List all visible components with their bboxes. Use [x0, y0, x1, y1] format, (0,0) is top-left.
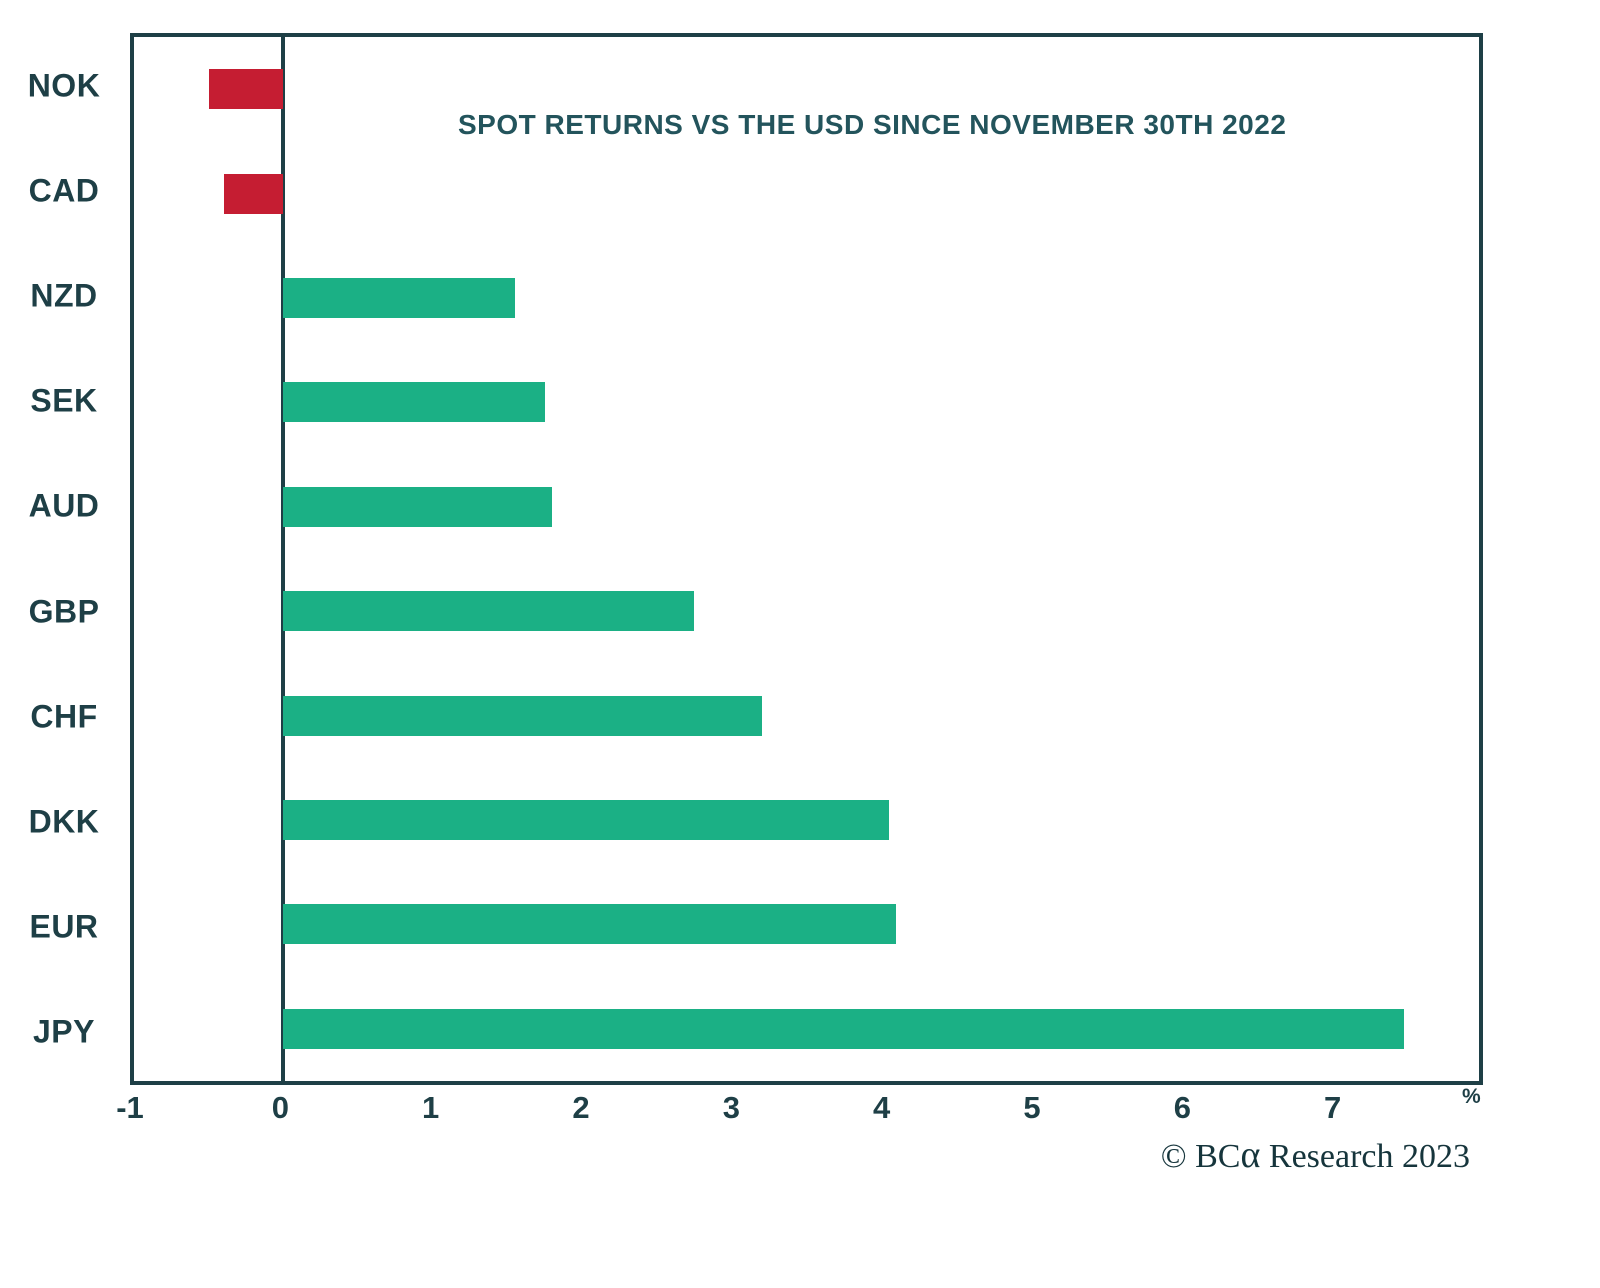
x-tick-0: 0 — [271, 1090, 289, 1125]
bar-jpy — [283, 1008, 1405, 1049]
category-label-nzd: NZD — [30, 277, 98, 314]
attribution-suffix: Research 2023 — [1260, 1138, 1470, 1175]
category-label-gbp: GBP — [28, 593, 100, 630]
x-tick-5: 5 — [1023, 1090, 1041, 1125]
bar-aud — [283, 486, 553, 527]
x-tick-2: 2 — [572, 1090, 590, 1125]
x-tick-4: 4 — [873, 1090, 891, 1125]
bar-gbp — [283, 591, 695, 632]
chart-title: SPOT RETURNS VS THE USD SINCE NOVEMBER 3… — [458, 109, 1287, 140]
x-tick-6: 6 — [1173, 1090, 1191, 1125]
category-label-aud: AUD — [28, 487, 100, 524]
x-tick-neg1: -1 — [116, 1090, 144, 1125]
plot-inner: SPOT RETURNS VS THE USD SINCE NOVEMBER 3… — [134, 37, 1479, 1081]
x-axis: -1 0 1 2 3 4 5 6 7 — [116, 1090, 1483, 1130]
category-label-sek: SEK — [30, 382, 98, 419]
x-axis-unit-label: % — [1462, 1085, 1481, 1108]
plot-area: SPOT RETURNS VS THE USD SINCE NOVEMBER 3… — [130, 33, 1483, 1085]
bar-sek — [283, 382, 545, 423]
x-tick-3: 3 — [722, 1090, 740, 1125]
attribution-prefix: © BC — [1160, 1138, 1241, 1175]
category-label-nok: NOK — [27, 67, 101, 104]
bar-dkk — [283, 800, 889, 840]
attribution-alpha-glyph: α — [1240, 1134, 1261, 1176]
category-label-eur: EUR — [29, 908, 99, 945]
category-label-chf: CHF — [30, 698, 98, 735]
category-label-jpy: JPY — [33, 1013, 95, 1050]
bar-cad — [223, 173, 284, 214]
zero-axis-line — [281, 37, 286, 1081]
bar-nzd — [283, 278, 516, 318]
x-tick-1: 1 — [422, 1090, 440, 1125]
attribution: © BCα Research 2023 — [1160, 1136, 1470, 1176]
bar-chf — [283, 695, 762, 736]
x-tick-7: 7 — [1324, 1090, 1342, 1125]
category-label-dkk: DKK — [28, 803, 100, 840]
category-axis: NOK CAD NZD SEK AUD GBP CHF DKK EUR JPY — [8, 33, 120, 1085]
bar-nok — [208, 69, 284, 110]
category-label-cad: CAD — [28, 172, 100, 209]
bar-eur — [283, 904, 897, 945]
